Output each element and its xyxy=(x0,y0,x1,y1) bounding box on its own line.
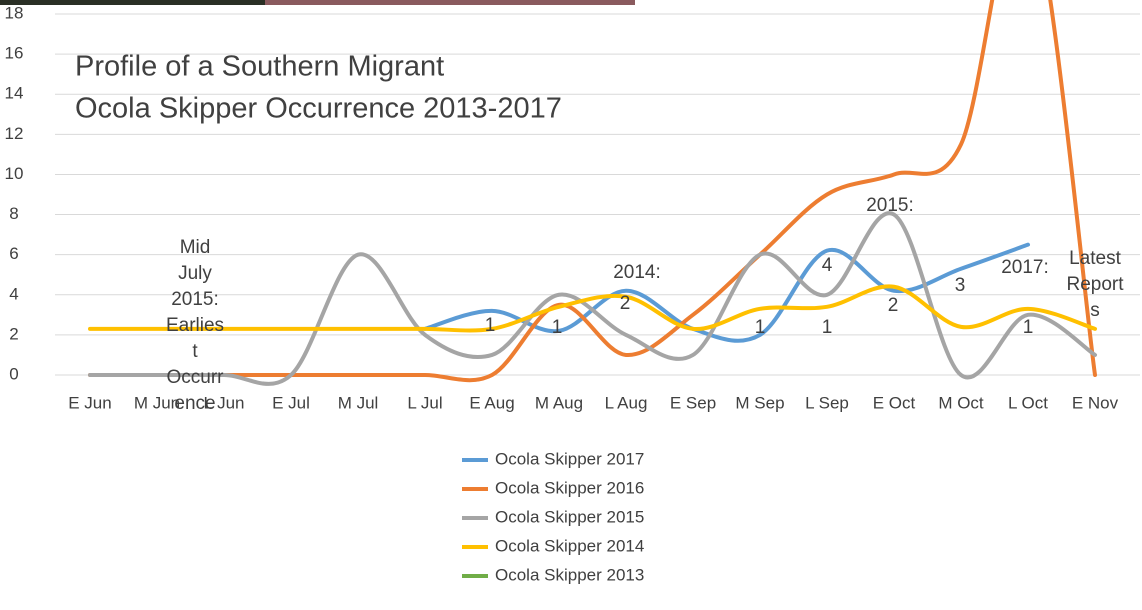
y-tick-label: 10 xyxy=(5,164,24,183)
annotation: 2 xyxy=(619,293,631,314)
x-tick-label: E Jun xyxy=(68,393,111,412)
x-tick-label: M Jul xyxy=(338,393,379,412)
annotation: 3 xyxy=(954,275,966,296)
x-tick-label: M Aug xyxy=(535,393,583,412)
annotation: 1 xyxy=(754,317,766,338)
x-tick-label: M Oct xyxy=(938,393,984,412)
legend-label: Ocola Skipper 2015 xyxy=(495,507,644,526)
x-tick-label: L Aug xyxy=(605,393,648,412)
y-tick-label: 16 xyxy=(5,44,24,63)
annotation: Mid July 2015: Earliest Occurrence xyxy=(165,237,225,414)
x-tick-label: L Jul xyxy=(407,393,442,412)
x-tick-label: E Aug xyxy=(469,393,514,412)
annotation: 1 xyxy=(821,317,833,338)
y-tick-label: 4 xyxy=(9,284,18,303)
x-tick-label: L Jun xyxy=(204,393,245,412)
y-tick-label: 14 xyxy=(5,84,24,103)
y-tick-label: 6 xyxy=(9,244,18,263)
annotation: 2014: xyxy=(613,262,661,283)
y-tick-label: 8 xyxy=(9,204,18,223)
chart-title: Profile of a Southern Migrant xyxy=(75,51,444,83)
annotation: 1 xyxy=(551,317,563,338)
annotation: Latest Reports xyxy=(1066,248,1124,321)
annotation: 2015: xyxy=(866,195,914,216)
y-tick-label: 18 xyxy=(5,3,24,22)
y-tick-label: 12 xyxy=(5,124,24,143)
x-tick-label: E Jul xyxy=(272,393,310,412)
legend-label: Ocola Skipper 2014 xyxy=(495,536,644,555)
photo-strip xyxy=(0,0,265,5)
x-tick-label: E Nov xyxy=(1072,393,1119,412)
x-tick-label: L Oct xyxy=(1008,393,1048,412)
chart-title: Ocola Skipper Occurrence 2013-2017 xyxy=(75,93,562,125)
legend-label: Ocola Skipper 2016 xyxy=(495,478,644,497)
annotation: 4 xyxy=(821,255,833,276)
x-tick-label: E Sep xyxy=(670,393,716,412)
x-tick-label: M Sep xyxy=(735,393,784,412)
y-tick-label: 2 xyxy=(9,324,18,343)
y-tick-label: 0 xyxy=(9,364,18,383)
x-tick-label: E Oct xyxy=(873,393,916,412)
annotation: 1 xyxy=(1022,317,1034,338)
legend-label: Ocola Skipper 2013 xyxy=(495,565,644,584)
series-line xyxy=(88,211,1097,386)
photo-strip xyxy=(265,0,635,5)
annotation: 2 xyxy=(887,295,899,316)
annotation: 2017: xyxy=(1001,257,1049,278)
legend-label: Ocola Skipper 2017 xyxy=(495,449,644,468)
x-tick-label: L Sep xyxy=(805,393,849,412)
series-line xyxy=(88,284,1097,333)
x-tick-label: M Jun xyxy=(134,393,180,412)
annotation: 1 xyxy=(484,315,496,336)
